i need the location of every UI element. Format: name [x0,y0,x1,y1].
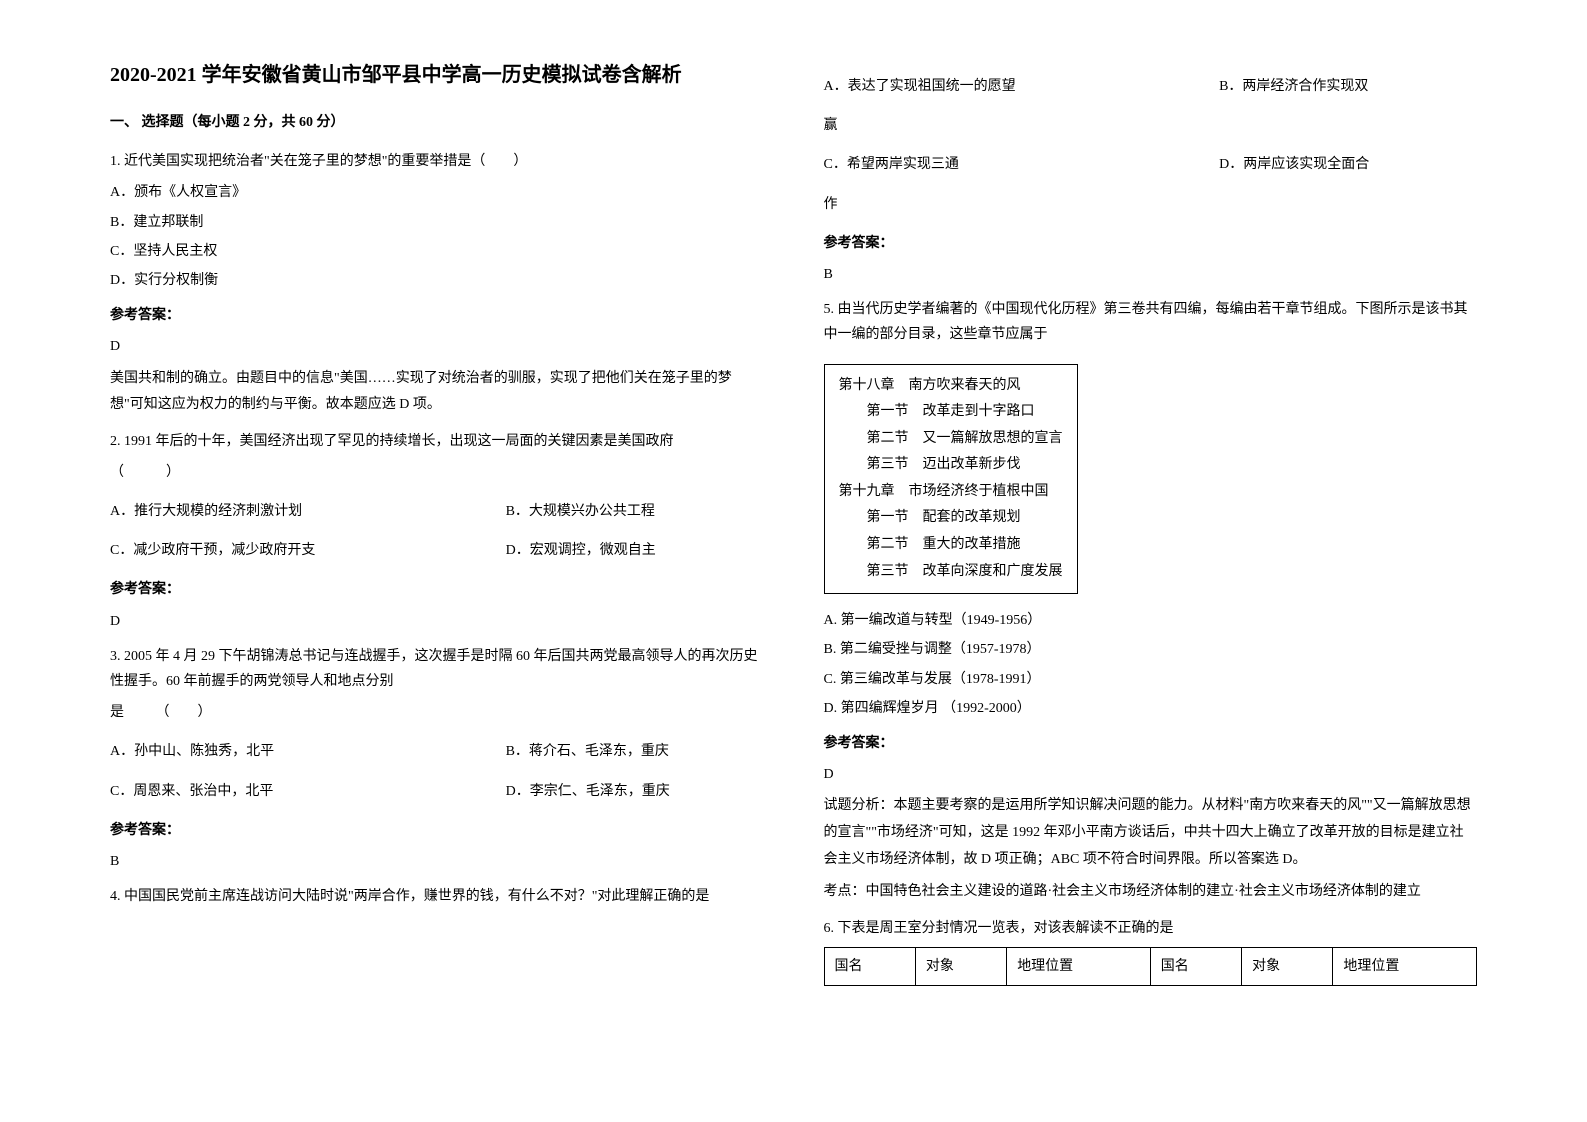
q1-optA: A．颁布《人权宣言》 [110,180,764,205]
q4-optB-cont: 赢 [824,113,1478,138]
q2-optD: D．宏观调控，微观自主 [506,543,656,558]
q2-options: A．推行大规模的经济刺激计划 B．大规模兴办公共工程 C．减少政府干预，减少政府… [110,499,764,563]
q3-optA: A．孙中山、陈独秀，北平 [110,739,502,764]
q3-optC: C．周恩来、张治中，北平 [110,779,502,804]
q1-optD: D．实行分权制衡 [110,268,764,293]
q2-stem-2: （ ） [110,460,764,485]
question-3: 3. 2005 年 4 月 29 下午胡锦涛总书记与连战握手，这次握手是时隔 6… [110,644,764,874]
q2-optB: B．大规模兴办公共工程 [506,504,655,519]
q3-options: A．孙中山、陈独秀，北平 B．蒋介石、毛泽东，重庆 C．周恩来、张治中，北平 D… [110,739,764,803]
q1-optB: B．建立邦联制 [110,210,764,235]
q5-stem: 5. 由当代历史学者编著的《中国现代化历程》第三卷共有四编，每编由若干章节组成。… [824,297,1478,347]
q1-answer-label: 参考答案： [110,303,764,328]
q4-answer-label: 参考答案： [824,231,1478,256]
q5-explanation-2: 考点：中国特色社会主义建设的道路·社会主义市场经济体制的建立·社会主义市场经济体… [824,879,1478,906]
q1-optC: C．坚持人民主权 [110,239,764,264]
th-dili-2: 地理位置 [1333,947,1477,985]
question-4-stem: 4. 中国国民党前主席连战访问大陆时说"两岸合作，赚世界的钱，有什么不对？"对此… [110,884,764,909]
toc-s19-2: 第二节 重大的改革措施 [839,532,1063,559]
q3-answer: B [110,849,764,874]
q1-explanation: 美国共和制的确立。由题目中的信息"美国……实现了对统治者的驯服，实现了把他们关在… [110,366,764,419]
q2-answer: D [110,609,764,634]
question-4-options: A．表达了实现祖国统一的愿望 B．两岸经济合作实现双 赢 C．希望两岸实现三通 … [824,74,1478,287]
toc-s18-1: 第一节 改革走到十字路口 [839,399,1063,426]
q6-stem: 6. 下表是周王室分封情况一览表，对该表解读不正确的是 [824,916,1478,941]
q3-answer-label: 参考答案： [110,818,764,843]
q5-answer-label: 参考答案： [824,731,1478,756]
q5-optC: C. 第三编改革与发展（1978-1991） [824,667,1478,692]
q2-stem-1: 2. 1991 年后的十年，美国经济出现了罕见的持续增长，出现这一局面的关键因素… [110,429,764,454]
q5-options: A. 第一编改道与转型（1949-1956） B. 第二编受挫与调整（1957-… [824,608,1478,721]
question-6: 6. 下表是周王室分封情况一览表，对该表解读不正确的是 国名 对象 地理位置 国… [824,916,1478,986]
th-guoming-1: 国名 [824,947,915,985]
th-dili-1: 地理位置 [1007,947,1151,985]
th-duixiang-1: 对象 [915,947,1006,985]
q3-stem-paren: （ ） [156,705,212,720]
table-row: 国名 对象 地理位置 国名 对象 地理位置 [824,947,1477,985]
q4-stem: 4. 中国国民党前主席连战访问大陆时说"两岸合作，赚世界的钱，有什么不对？"对此… [110,884,764,909]
q6-table: 国名 对象 地理位置 国名 对象 地理位置 [824,947,1478,986]
th-guoming-2: 国名 [1150,947,1241,985]
q4-optA: A．表达了实现祖国统一的愿望 [824,74,1216,99]
question-5: 5. 由当代历史学者编著的《中国现代化历程》第三卷共有四编，每编由若干章节组成。… [824,297,1478,906]
q5-toc-box: 第十八章 南方吹来春天的风 第一节 改革走到十字路口 第二节 又一篇解放思想的宣… [824,364,1078,595]
question-1: 1. 近代美国实现把统治者"关在笼子里的梦想"的重要举措是（ ） A．颁布《人权… [110,149,764,419]
q1-answer: D [110,334,764,359]
toc-s19-3: 第三节 改革向深度和广度发展 [839,559,1063,586]
toc-s19-1: 第一节 配套的改革规划 [839,505,1063,532]
toc-ch19: 第十九章 市场经济终于植根中国 [839,479,1063,506]
toc-ch18: 第十八章 南方吹来春天的风 [839,373,1063,400]
q1-options: A．颁布《人权宣言》 B．建立邦联制 C．坚持人民主权 D．实行分权制衡 [110,180,764,293]
q4-optC: C．希望两岸实现三通 [824,152,1216,177]
q4-optD-cont: 作 [824,192,1478,217]
q2-optC: C．减少政府干预，减少政府开支 [110,538,502,563]
q5-optB: B. 第二编受挫与调整（1957-1978） [824,637,1478,662]
q2-answer-label: 参考答案： [110,577,764,602]
q3-stem-2: 是 （ ） [110,700,764,725]
q3-stem-1: 3. 2005 年 4 月 29 下午胡锦涛总书记与连战握手，这次握手是时隔 6… [110,644,764,694]
section-1-header: 一、 选择题（每小题 2 分，共 60 分） [110,110,764,135]
q5-optA: A. 第一编改道与转型（1949-1956） [824,608,1478,633]
q4-answer: B [824,262,1478,287]
q5-explanation-1: 试题分析：本题主要考察的是运用所学知识解决问题的能力。从材料"南方吹来春天的风"… [824,793,1478,873]
toc-s18-3: 第三节 迈出改革新步伐 [839,452,1063,479]
q4-optD: D．两岸应该实现全面合 [1219,157,1369,172]
q2-optA: A．推行大规模的经济刺激计划 [110,499,502,524]
q5-answer: D [824,762,1478,787]
toc-s18-2: 第二节 又一篇解放思想的宣言 [839,426,1063,453]
question-2: 2. 1991 年后的十年，美国经济出现了罕见的持续增长，出现这一局面的关键因素… [110,429,764,634]
q5-optD: D. 第四编辉煌岁月 （1992-2000） [824,696,1478,721]
exam-title: 2020-2021 学年安徽省黄山市邹平县中学高一历史模拟试卷含解析 [110,60,764,90]
q1-stem: 1. 近代美国实现把统治者"关在笼子里的梦想"的重要举措是（ ） [110,149,764,174]
th-duixiang-2: 对象 [1242,947,1333,985]
q3-stem-prefix: 是 [110,705,152,720]
q4-optB: B．两岸经济合作实现双 [1219,79,1368,94]
q3-optB: B．蒋介石、毛泽东，重庆 [506,744,669,759]
q3-optD: D．李宗仁、毛泽东，重庆 [506,784,670,799]
